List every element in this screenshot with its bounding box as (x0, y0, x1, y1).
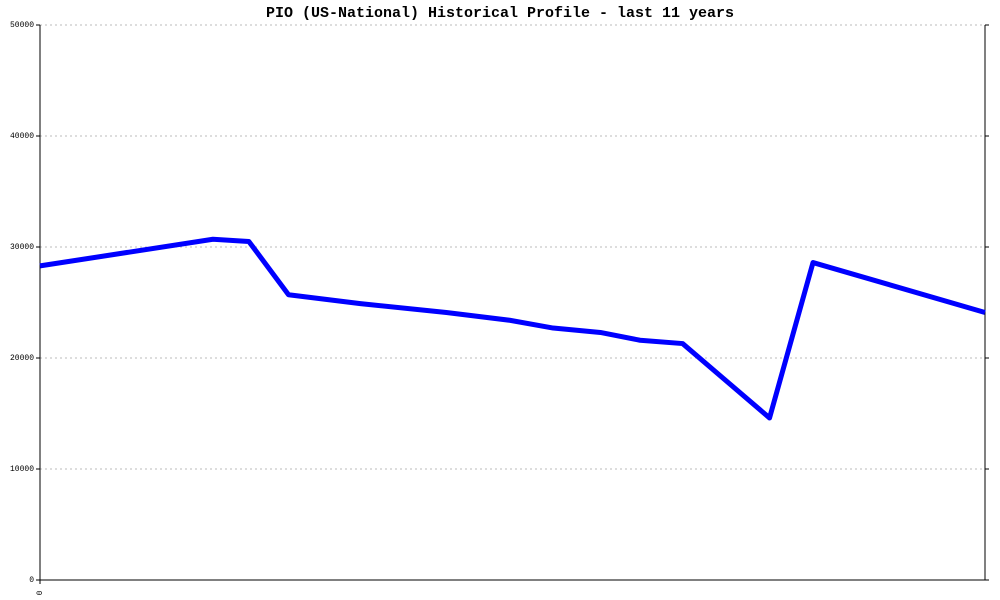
data-line (39, 236, 986, 421)
y-tick-label: 10000 (10, 465, 34, 474)
y-tick-label: 0 (29, 576, 34, 585)
x-tick-label: 0 (36, 590, 45, 595)
y-tick-label: 30000 (10, 243, 34, 252)
chart-title: PIO (US-National) Historical Profile - l… (266, 5, 734, 22)
y-tick-label: 40000 (10, 132, 34, 141)
y-tick-label: 50000 (10, 21, 34, 30)
y-tick-label: 20000 (10, 354, 34, 363)
